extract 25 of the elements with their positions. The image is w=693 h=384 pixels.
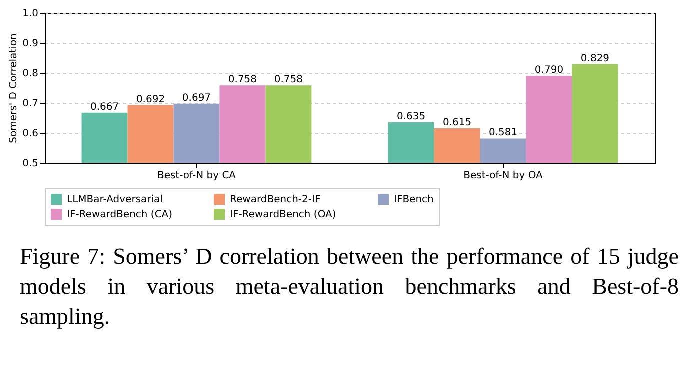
x-tick-label: Best-of-N by CA [157,170,236,182]
data-label: 0.635 [396,112,426,122]
y-tick-label: 0.7 [22,98,38,110]
data-label: 0.615 [442,118,472,128]
legend-label: LLMBar-Adversarial [67,194,163,206]
y-tick-label: 0.6 [22,128,38,140]
y-tick-label: 1.0 [22,8,38,20]
data-label: 0.697 [182,92,212,104]
y-tick-label: 0.5 [22,158,38,170]
data-label: 0.692 [136,94,166,106]
data-label: 0.829 [580,53,610,64]
y-tick-label: 0.9 [22,38,38,50]
legend-label: RewardBench-2-IF [230,194,321,206]
y-tick-label: 0.8 [22,68,38,80]
data-label: 0.790 [534,65,564,76]
x-tick-label: Best-of-N by OA [464,170,544,182]
legend-label: IF-RewardBench (OA) [230,210,336,220]
legend-label: IFBench [394,194,434,206]
data-label: 0.758 [228,74,258,86]
data-label: 0.758 [274,74,304,86]
data-label: 0.581 [488,128,518,139]
data-label: 0.667 [90,102,120,113]
legend-label: IF-RewardBench (CA) [67,210,173,220]
caption: Figure 7: Somers’ D correlation between the performance of 15 judge models in various meta-evaluation benchmarks and Best-of-8 sampling. [20,243,679,331]
y-axis-title: Somers' D Correlation [8,34,20,144]
